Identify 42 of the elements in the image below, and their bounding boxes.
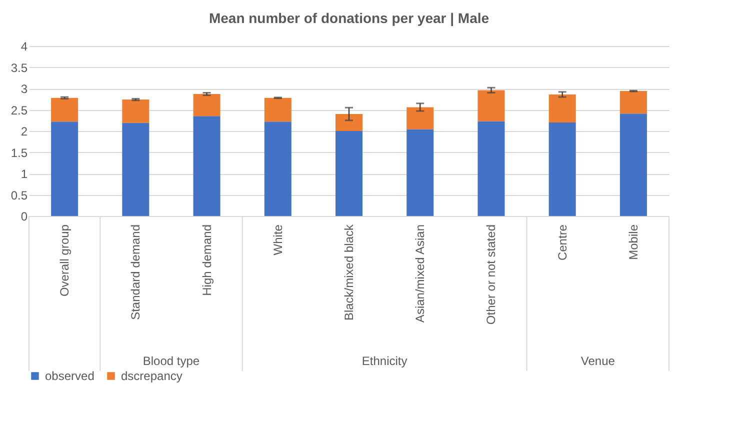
text: Venue <box>580 354 616 368</box>
y-tick-label: 0.5 <box>10 188 28 202</box>
bar <box>122 122 150 216</box>
bar <box>620 114 647 216</box>
bar <box>548 94 576 122</box>
legend-label: observed <box>45 369 94 383</box>
bar <box>193 94 220 116</box>
x-tick-label: Other or not stated <box>484 224 498 325</box>
bar <box>193 116 220 216</box>
y-tick-label: 2.5 <box>10 103 28 118</box>
x-tick-label: Black/mixed black <box>342 224 356 321</box>
x-tick-label: Mobile <box>626 224 640 260</box>
y-tick-label: 1.5 <box>10 146 28 160</box>
x-tick-label: Standard demand <box>128 224 143 320</box>
bar <box>478 90 505 122</box>
x-tick-label: Asian/mixed Asian <box>413 224 428 323</box>
y-tick-label: 1 <box>20 167 28 181</box>
text: Blood type <box>142 354 200 368</box>
x-tick-label: Overall group <box>58 224 72 297</box>
bar <box>548 122 576 216</box>
bar <box>264 98 292 122</box>
x-tick-label: Centre <box>555 224 570 261</box>
y-tick-label: 3 <box>20 82 28 96</box>
bar <box>335 131 363 216</box>
bar <box>122 100 150 123</box>
chart-title: Mean number of donations per year | Male <box>208 10 490 27</box>
bar <box>51 122 78 216</box>
bar <box>264 122 292 216</box>
text: Ethnicity <box>362 354 408 368</box>
y-tick-label: 3.5 <box>10 60 28 75</box>
bar <box>51 98 78 122</box>
x-tick-label: White <box>270 224 285 256</box>
legend-label: dscrepancy <box>121 369 182 383</box>
bar <box>406 107 434 130</box>
y-tick-label: 4 <box>20 40 28 54</box>
y-tick-label: 0 <box>20 210 28 224</box>
y-tick-label: 2 <box>20 124 28 138</box>
bar <box>478 121 505 216</box>
bar <box>335 114 363 131</box>
x-tick-label: High demand <box>200 224 214 296</box>
bar <box>620 91 647 114</box>
bar <box>406 129 434 216</box>
